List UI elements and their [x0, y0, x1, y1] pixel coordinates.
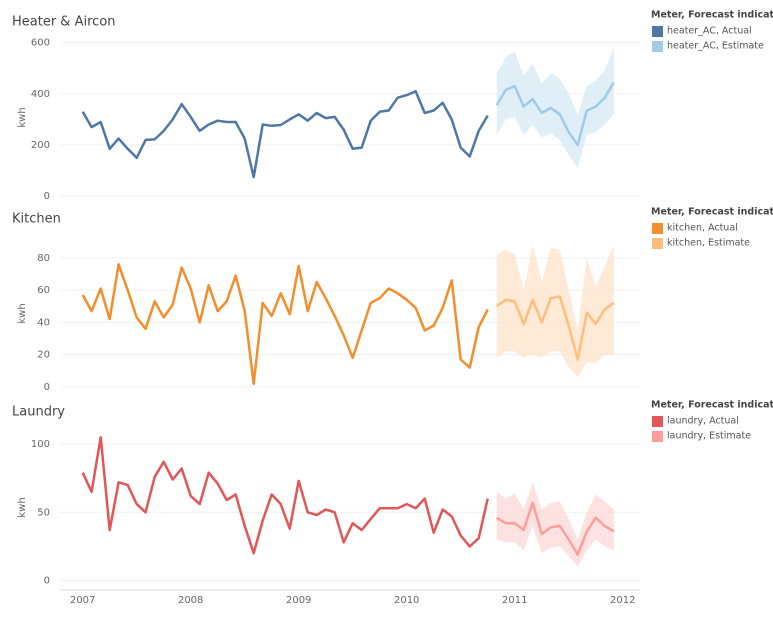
legend-swatch [652, 223, 663, 234]
legend-label: laundry, Estimate [667, 431, 751, 442]
y-tick-label: 100 [31, 439, 50, 450]
series-line [81, 90, 489, 179]
x-tick-label: 2011 [502, 595, 527, 606]
y-axis-label: kwh [17, 497, 28, 517]
legend-swatch [652, 416, 663, 427]
legend-title: Meter, Forecast indicator [651, 207, 773, 218]
legend-swatch [652, 238, 663, 249]
legend-title: Meter, Forecast indicator [651, 400, 773, 411]
forecast-band [496, 47, 614, 168]
chart-title: Kitchen [12, 212, 61, 227]
y-tick-label: 400 [31, 89, 50, 100]
y-tick-label: 40 [37, 317, 50, 328]
y-tick-label: 20 [37, 350, 50, 361]
legend-swatch [652, 26, 663, 37]
y-tick-label: 80 [37, 253, 50, 264]
series-line [495, 81, 615, 147]
y-tick-label: 50 [37, 507, 50, 518]
y-tick-label: 200 [31, 140, 50, 151]
legend-title: Meter, Forecast indicator [651, 10, 773, 21]
x-tick-label: 2010 [394, 595, 419, 606]
legend-swatch [652, 431, 663, 442]
series-line [81, 263, 489, 385]
series-line [496, 501, 615, 556]
legend-label: laundry, Actual [667, 416, 739, 427]
chart-title: Heater & Aircon [12, 15, 116, 30]
y-tick-label: 0 [44, 191, 50, 202]
legend-label: kitchen, Estimate [667, 238, 750, 249]
y-tick-label: 60 [37, 285, 50, 296]
legend-label: kitchen, Actual [667, 223, 738, 234]
series-line [81, 436, 489, 555]
x-tick-label: 2012 [610, 595, 635, 606]
y-tick-label: 0 [44, 575, 50, 586]
legend-swatch [652, 41, 663, 52]
chart-title: Laundry [12, 405, 65, 420]
forecast-band [496, 244, 614, 378]
series-line [495, 295, 615, 361]
forecast-band [496, 482, 614, 567]
y-axis-label: kwh [17, 303, 28, 323]
x-tick-label: 2007 [70, 595, 95, 606]
legend-label: heater_AC, Estimate [667, 41, 764, 52]
y-tick-label: 600 [31, 38, 50, 49]
y-tick-label: 0 [44, 382, 50, 393]
legend-label: heater_AC, Actual [667, 26, 752, 37]
x-tick-label: 2008 [178, 595, 203, 606]
x-tick-label: 2009 [286, 595, 311, 606]
y-axis-label: kwh [17, 107, 28, 127]
